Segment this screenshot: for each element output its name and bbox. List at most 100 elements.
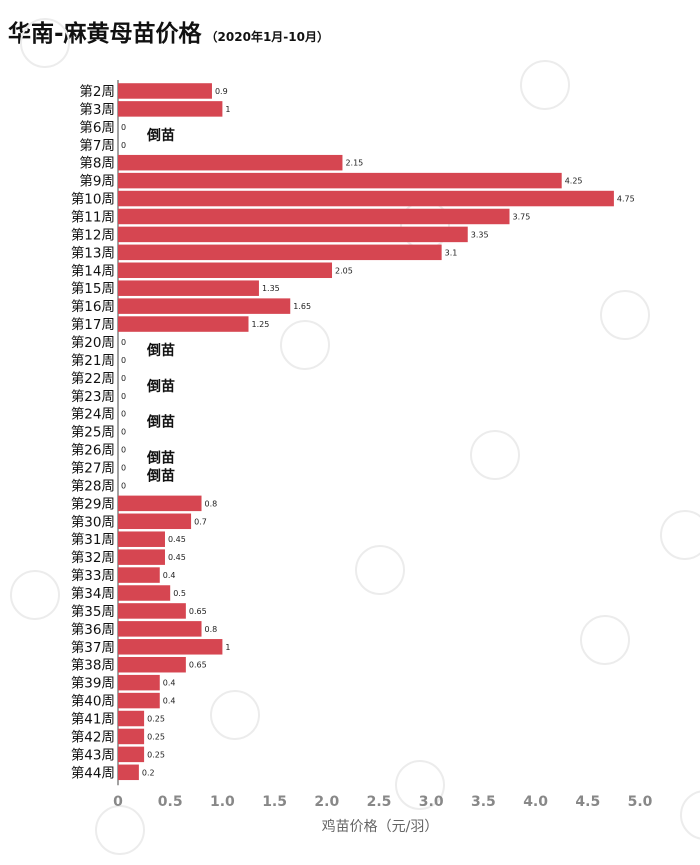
annotation-label: 倒苗 [146, 342, 175, 359]
annotation-label: 倒苗 [146, 467, 175, 484]
annotation-label: 倒苗 [146, 127, 175, 144]
category-label: 第17周 [71, 316, 115, 333]
category-label: 第42周 [71, 728, 115, 745]
category-label: 第26周 [71, 442, 115, 459]
bar [118, 83, 212, 99]
category-label: 第35周 [71, 603, 115, 620]
x-tick-label: 1.5 [262, 794, 287, 810]
x-tick-label: 4.5 [575, 794, 600, 810]
category-label: 第20周 [71, 334, 115, 351]
data-label: 0.7 [194, 517, 207, 526]
data-label: 0 [121, 141, 126, 150]
category-label: 第6周 [79, 119, 115, 136]
bar [118, 549, 165, 565]
data-label: 0.4 [163, 571, 176, 580]
bar [118, 692, 160, 709]
bar [118, 495, 202, 512]
category-label: 第32周 [71, 549, 115, 566]
bar [118, 262, 333, 279]
x-tick-label: 1.0 [210, 794, 235, 810]
data-label: 2.15 [345, 159, 363, 168]
data-label: 0 [121, 410, 126, 419]
category-label: 第15周 [71, 280, 115, 297]
category-label: 第33周 [71, 567, 115, 584]
chart-title-block: 华南-麻黄母苗价格 （2020年1月-10月） [8, 14, 329, 48]
bar [118, 280, 259, 296]
bar [118, 585, 171, 601]
bar [118, 154, 343, 171]
category-label: 第25周 [71, 424, 115, 441]
category-label: 第37周 [71, 639, 115, 656]
annotation-label: 倒苗 [146, 450, 175, 467]
x-tick-label: 0 [113, 794, 123, 810]
category-label: 第27周 [71, 459, 115, 476]
category-label: 第13周 [71, 244, 115, 261]
bar [118, 728, 145, 745]
category-label: 第16周 [71, 298, 115, 315]
category-label: 第40周 [71, 693, 115, 710]
data-label: 0 [121, 446, 126, 455]
x-tick-label: 3.0 [419, 794, 444, 810]
bar [118, 226, 468, 243]
category-label: 第30周 [71, 513, 115, 530]
data-label: 0.65 [189, 607, 207, 616]
data-label: 3.35 [471, 230, 489, 239]
bar [118, 513, 192, 530]
data-label: 0.25 [147, 715, 165, 724]
category-label: 第11周 [71, 208, 115, 225]
bar [118, 603, 186, 619]
category-label: 第24周 [71, 406, 115, 423]
category-label: 第21周 [71, 352, 115, 369]
data-label: 2.05 [335, 266, 353, 275]
data-label: 0.65 [189, 661, 207, 670]
x-tick-label: 0.5 [158, 794, 183, 810]
category-label: 第29周 [71, 495, 115, 512]
data-label: 1 [225, 643, 230, 652]
category-label: 第14周 [71, 262, 115, 279]
bar [118, 244, 442, 261]
category-label: 第12周 [71, 226, 115, 243]
bar [118, 531, 165, 547]
bar [118, 621, 202, 637]
data-label: 0.8 [205, 625, 218, 634]
bar [118, 208, 510, 225]
bar [118, 710, 145, 727]
data-label: 1 [225, 105, 230, 114]
data-label: 0.4 [163, 679, 176, 688]
data-label: 3.1 [445, 248, 458, 257]
data-label: 0 [121, 428, 126, 437]
category-label: 第43周 [71, 746, 115, 763]
bar [118, 674, 160, 691]
bar [118, 764, 139, 781]
data-label: 0 [121, 374, 126, 383]
bar [118, 567, 160, 583]
x-axis-title: 鸡苗价格（元/羽） [322, 818, 439, 835]
bar [118, 316, 249, 332]
category-label: 第31周 [71, 531, 115, 548]
category-label: 第8周 [79, 155, 115, 172]
category-label: 第39周 [71, 675, 115, 692]
category-label: 第44周 [71, 764, 115, 781]
category-label: 第22周 [71, 370, 115, 387]
category-label: 第34周 [71, 585, 115, 602]
data-label: 0 [121, 481, 126, 490]
data-label: 1.65 [293, 302, 311, 311]
data-label: 0.4 [163, 697, 176, 706]
annotation-label: 倒苗 [146, 378, 175, 395]
annotation-label: 倒苗 [146, 414, 175, 431]
data-label: 0.5 [173, 589, 186, 598]
data-label: 0 [121, 463, 126, 472]
data-label: 0 [121, 356, 126, 365]
data-label: 0.45 [168, 535, 186, 544]
bar [118, 746, 145, 763]
category-label: 第2周 [79, 83, 115, 100]
data-label: 0.45 [168, 553, 186, 562]
bar-chart: 第2周 0.9 第3周 1 第6周 0 第7周 0 第8周 2.15 第9周 4.25 第10周 4.75… [71, 80, 653, 835]
data-label: 0 [121, 338, 126, 347]
data-label: 4.25 [565, 177, 583, 186]
x-tick-label: 2.5 [367, 794, 392, 810]
chart-title: 华南-麻黄母苗价格 [8, 21, 202, 47]
bar [118, 101, 223, 117]
category-label: 第7周 [79, 137, 115, 154]
bar [118, 190, 614, 207]
